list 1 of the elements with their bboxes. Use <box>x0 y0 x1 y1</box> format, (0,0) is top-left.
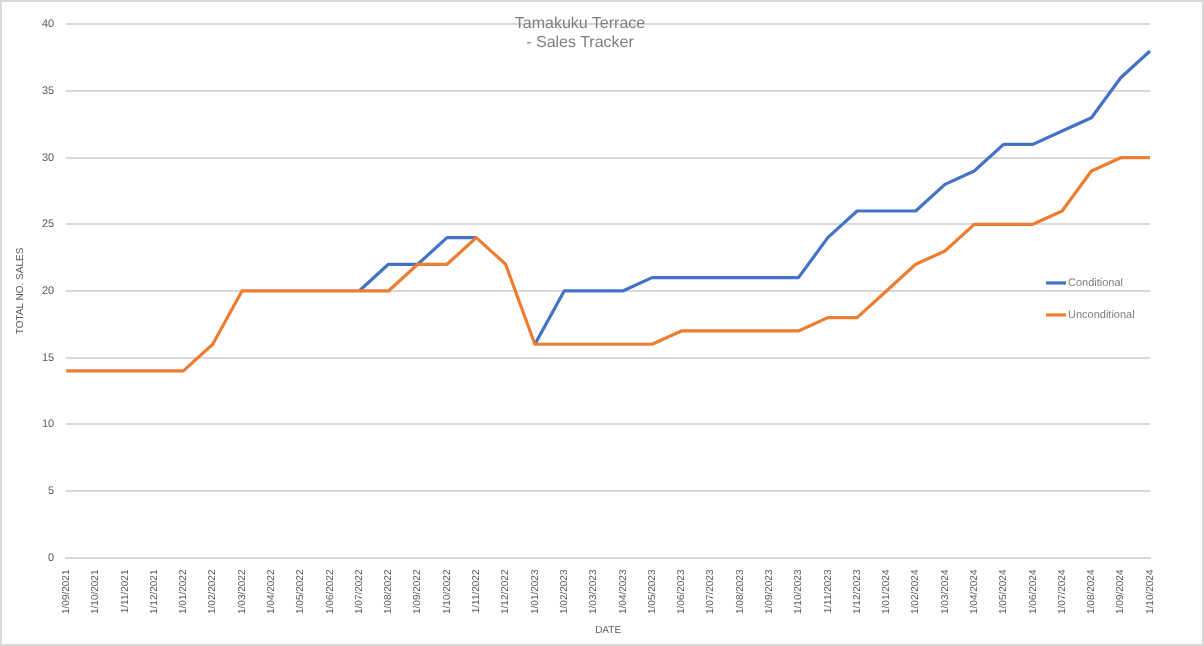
chart-title: Tamakuku Terrace - Sales Tracker <box>514 14 647 52</box>
